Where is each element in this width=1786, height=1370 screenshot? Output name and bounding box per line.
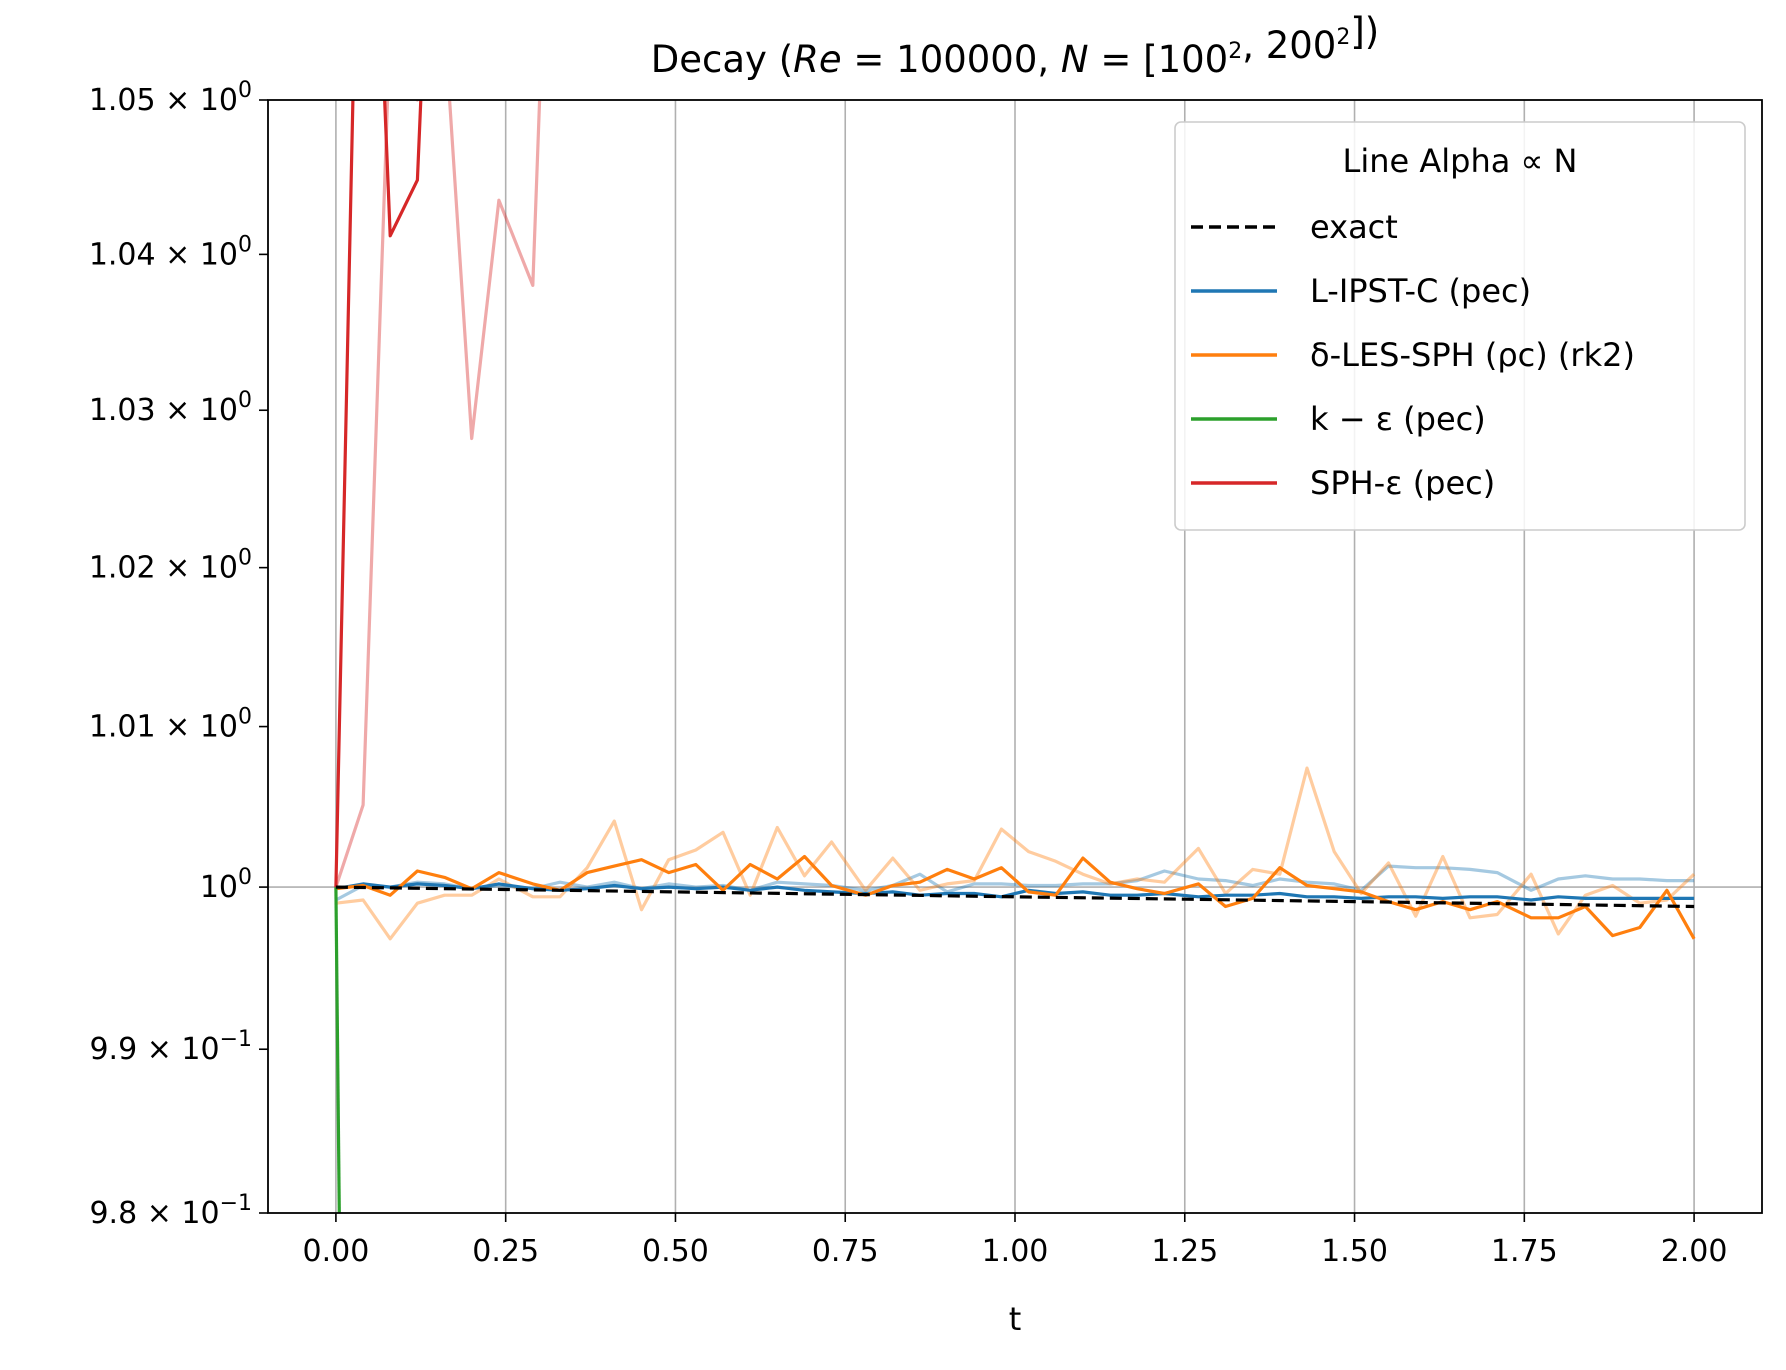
series-line-lipst-high — [335, 882, 1695, 902]
x-tick-label: 2.00 — [1661, 1234, 1728, 1269]
y-tick-label: 9.8 × 10−1 — [89, 1191, 252, 1231]
x-tick-label: 1.75 — [1491, 1234, 1558, 1269]
legend-label: δ-LES-SPH (ρc) (rk2) — [1310, 336, 1635, 374]
x-tick-label: 1.25 — [1151, 1234, 1218, 1269]
y-tick-label: 1.02 × 100 — [89, 546, 252, 586]
chart-title: Decay (Re = 100000, N = [1002, 2002]) — [651, 10, 1379, 81]
y-tick-label: 9.9 × 10−1 — [89, 1027, 252, 1067]
series-line-keps — [334, 887, 341, 1213]
x-tick-label: 1.00 — [982, 1234, 1049, 1269]
legend-label: SPH-ε (pec) — [1310, 464, 1495, 502]
series-line-lipst-low — [335, 864, 1695, 902]
x-axis-label: t — [1009, 1300, 1022, 1338]
series-line-sph-low — [334, 100, 542, 888]
y-tick-label: 100 — [200, 865, 252, 905]
ticks-layer: 0.00 0.25 0.50 0.75 1.00 1.25 1.50 1.75 2.00 9.8 … — [89, 78, 1728, 1269]
x-tick-label: 0.00 — [303, 1234, 370, 1269]
x-tick-label: 0.50 — [642, 1234, 709, 1269]
x-tick-label: 0.75 — [812, 1234, 879, 1269]
y-tick-label: 1.05 × 100 — [89, 78, 252, 118]
series-line-sph-high — [334, 100, 423, 888]
legend-box — [1174, 121, 1746, 531]
x-tick-label: 0.25 — [472, 1234, 539, 1269]
legend-label: L-IPST-C (pec) — [1310, 272, 1531, 310]
legend-label: exact — [1310, 208, 1398, 246]
series-line-les-high — [335, 854, 1696, 940]
series-line-exact — [335, 885, 1695, 909]
legend-title: Line Alpha ∝ N — [1343, 142, 1578, 180]
series-layer — [334, 100, 1696, 1213]
y-tick-label: 1.03 × 100 — [89, 388, 252, 428]
y-tick-label: 1.01 × 100 — [89, 705, 252, 745]
legend: Line Alpha ∝ N exact L-IPST-C (pec) δ-LES-S… — [1174, 121, 1746, 531]
legend-label: k − ε (pec) — [1310, 400, 1486, 438]
y-tick-label: 1.04 × 100 — [89, 232, 252, 272]
x-tick-label: 1.50 — [1321, 1234, 1388, 1269]
